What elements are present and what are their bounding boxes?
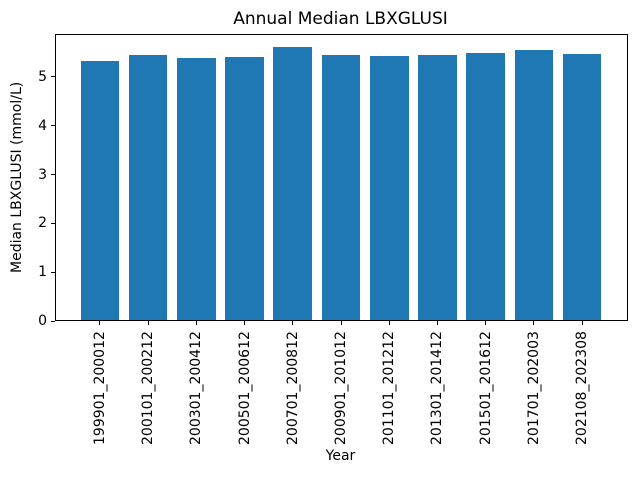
y-tick-label: 4 xyxy=(38,117,47,134)
x-tick-label: 200301_200412 xyxy=(188,331,205,445)
bar xyxy=(225,56,264,321)
x-tick-label: 200501_200612 xyxy=(236,331,253,445)
chart-title: Annual Median LBXGLUSI xyxy=(233,9,448,29)
bar xyxy=(177,58,216,321)
bar xyxy=(418,55,457,321)
y-tick-label: 0 xyxy=(38,313,47,329)
y-tick-label: 5 xyxy=(38,68,47,85)
y-tick-mark xyxy=(51,271,55,273)
x-tick-mark xyxy=(99,321,101,325)
bar xyxy=(273,47,313,321)
bar xyxy=(128,55,168,321)
y-tick-label: 2 xyxy=(38,215,47,232)
x-tick-label: 201301_201412 xyxy=(429,331,446,445)
y-tick-label: 3 xyxy=(38,166,47,183)
y-tick-mark xyxy=(51,320,55,322)
y-axis-label: Median LBXGLUSI (mmol/L) xyxy=(9,81,25,273)
y-tick-label: 1 xyxy=(38,264,47,281)
y-tick-mark xyxy=(51,76,55,78)
x-tick-mark xyxy=(195,321,197,325)
x-tick-mark xyxy=(292,321,294,325)
x-tick-mark xyxy=(533,321,535,325)
bar xyxy=(466,53,505,321)
bar xyxy=(514,50,554,321)
bar xyxy=(369,55,409,321)
y-tick-mark xyxy=(51,222,55,224)
x-tick-label: 200901_201012 xyxy=(333,331,349,445)
y-tick-mark xyxy=(51,125,55,127)
x-tick-label: 200701_200812 xyxy=(284,331,301,445)
x-tick-mark xyxy=(436,321,438,325)
x-tick-label: 199901_200012 xyxy=(91,331,108,445)
x-axis-label: Year xyxy=(325,448,356,464)
x-tick-mark xyxy=(244,321,246,325)
y-tick-mark xyxy=(51,174,55,176)
x-tick-label: 202108_202308 xyxy=(574,331,591,445)
x-tick-mark xyxy=(340,321,342,325)
x-tick-mark xyxy=(485,321,487,325)
bar xyxy=(80,60,120,321)
x-tick-label: 201701_202003 xyxy=(525,331,542,445)
x-tick-mark xyxy=(388,321,390,325)
x-tick-label: 201501_201612 xyxy=(477,331,494,445)
bar xyxy=(562,54,602,321)
x-tick-mark xyxy=(147,321,149,325)
x-tick-mark xyxy=(581,321,583,325)
x-tick-label: 200101_200212 xyxy=(140,331,157,445)
x-tick-label: 201101_201212 xyxy=(381,331,398,445)
bar xyxy=(321,55,361,321)
